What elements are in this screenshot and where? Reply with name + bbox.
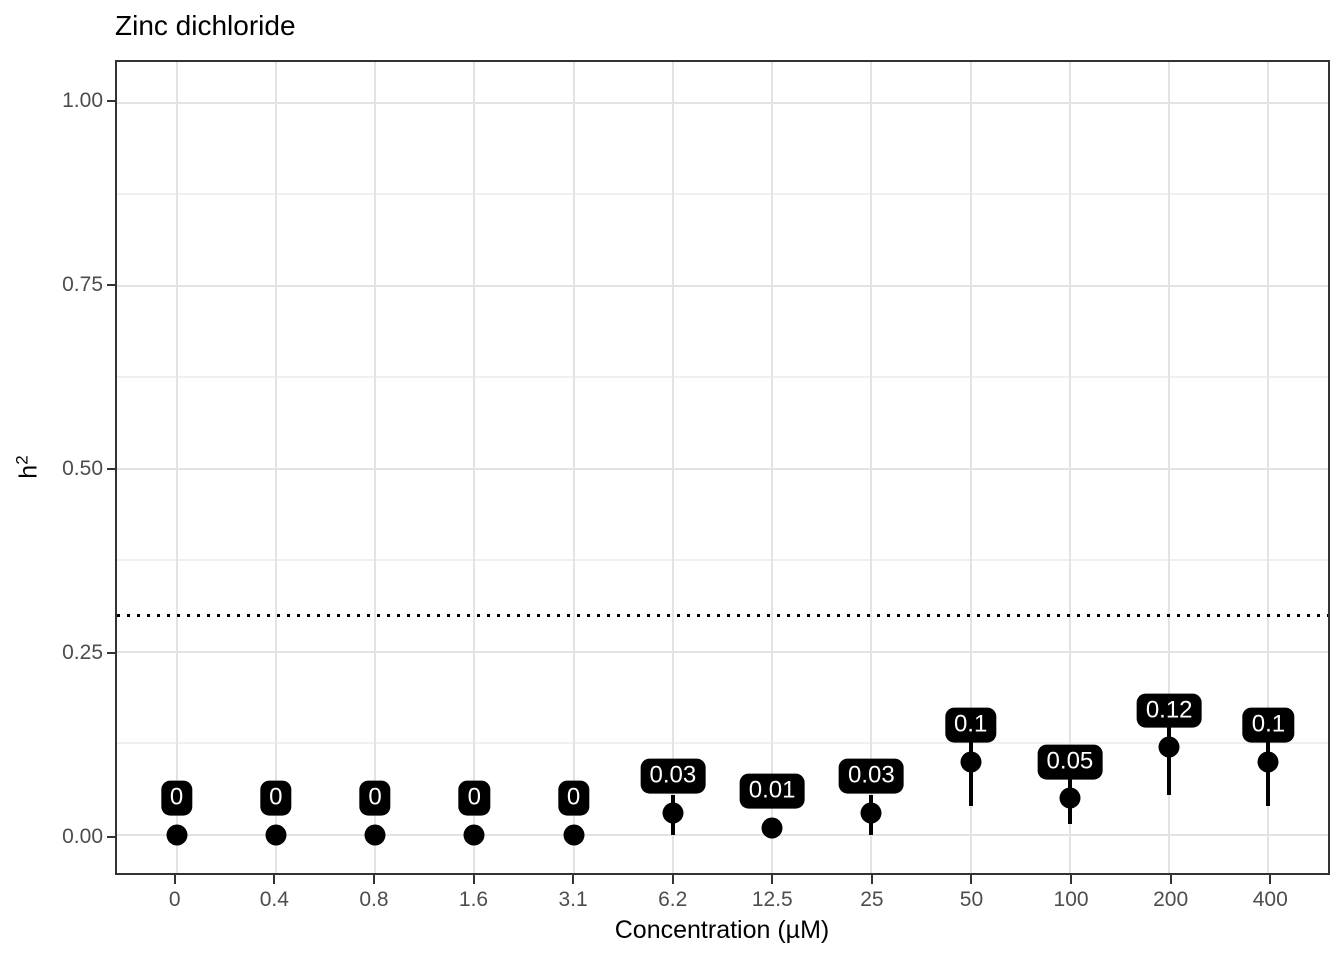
- data-point: [563, 824, 585, 846]
- y-gridline-minor: [117, 559, 1328, 562]
- y-axis-tick: [107, 100, 115, 103]
- x-gridline: [771, 62, 774, 873]
- y-gridline-minor: [117, 742, 1328, 745]
- x-axis-tick-label: 25: [860, 888, 884, 911]
- x-axis-tick-label: 0: [168, 888, 181, 911]
- x-axis-title: Concentration (µM): [614, 916, 830, 944]
- point-value-label: 0.01: [739, 773, 805, 809]
- x-axis-tick-label: 50: [959, 888, 984, 911]
- x-axis-tick-label: 0.8: [359, 888, 389, 911]
- x-gridline: [870, 62, 873, 873]
- point-value-label: 0: [260, 780, 292, 816]
- data-point: [265, 824, 287, 846]
- x-gridline: [1267, 62, 1270, 873]
- plot-title: Zinc dichloride: [115, 10, 296, 41]
- y-gridline-major: [117, 284, 1328, 287]
- point-value-label: 0.03: [640, 758, 706, 794]
- x-axis-tick-label: 1.6: [458, 888, 489, 911]
- data-point: [1059, 787, 1081, 809]
- x-axis-tick: [572, 875, 575, 884]
- x-axis-tick-label: 400: [1252, 888, 1288, 911]
- x-axis-tick: [1269, 875, 1272, 884]
- y-gridline-minor: [117, 376, 1328, 379]
- point-value-label: 0: [359, 780, 391, 816]
- x-gridline: [175, 62, 178, 873]
- x-axis-tick-label: 200: [1153, 888, 1189, 911]
- x-axis-tick: [1169, 875, 1172, 884]
- x-axis-tick-label: 3.1: [558, 888, 588, 911]
- x-axis-tick-label: 6.2: [658, 888, 688, 911]
- y-axis-tick-label: 0.75: [62, 273, 103, 297]
- point-value-label: 0.05: [1037, 744, 1103, 780]
- y-axis-tick: [107, 467, 115, 470]
- data-point: [1257, 751, 1279, 773]
- data-point: [1158, 736, 1180, 758]
- x-axis-tick-label: 100: [1053, 888, 1089, 911]
- x-gridline: [969, 62, 972, 873]
- y-axis-tick: [107, 835, 115, 838]
- x-axis-tick-label: 0.4: [259, 888, 289, 911]
- x-gridline: [572, 62, 575, 873]
- x-axis-tick: [771, 875, 774, 884]
- y-gridline-minor: [117, 193, 1328, 196]
- x-gridline: [671, 62, 674, 873]
- x-axis-tick: [671, 875, 674, 884]
- reference-line: [117, 614, 1328, 618]
- y-gridline-major: [117, 650, 1328, 653]
- point-value-label: 0: [458, 780, 491, 816]
- y-axis-tick: [107, 651, 115, 654]
- point-value-label: 0.03: [839, 758, 904, 794]
- y-axis-tick-label: 1.00: [62, 89, 103, 113]
- x-gridline: [1168, 62, 1171, 873]
- x-gridline: [274, 62, 277, 873]
- x-axis-tick: [970, 875, 973, 884]
- y-axis-tick-label: 0.25: [62, 640, 103, 664]
- data-point: [662, 802, 684, 824]
- data-point: [960, 751, 982, 773]
- x-axis-tick: [870, 875, 873, 884]
- x-axis-tick: [1070, 875, 1073, 884]
- x-axis-tick: [372, 875, 375, 884]
- x-gridline: [374, 62, 377, 873]
- x-gridline: [1068, 62, 1071, 873]
- x-axis-tick: [273, 875, 276, 884]
- point-value-label: 0.12: [1136, 693, 1202, 728]
- data-point: [761, 817, 783, 839]
- x-gridline: [473, 62, 476, 873]
- y-gridline-major: [117, 467, 1328, 470]
- x-axis-tick-label: 12.5: [751, 888, 793, 911]
- point-value-label: 0: [557, 780, 590, 816]
- y-gridline-major: [117, 101, 1328, 104]
- data-point: [860, 802, 882, 824]
- y-axis-tick-label: 0.50: [62, 456, 103, 480]
- x-axis-tick: [173, 875, 176, 884]
- x-axis-tick: [472, 875, 475, 884]
- data-point: [364, 824, 386, 846]
- point-value-label: 0.1: [944, 707, 997, 743]
- y-gridline-major: [117, 833, 1328, 836]
- data-point: [463, 824, 485, 846]
- y-axis-tick-label: 0.00: [62, 824, 103, 848]
- plot-panel: 0 0 0 0 0 0.03 0.01 0.03 0.1 0.05 0.12 0.1: [115, 60, 1330, 875]
- data-point: [166, 824, 188, 846]
- point-value-label: 0: [160, 780, 193, 816]
- y-axis-tick: [107, 284, 115, 287]
- point-value-label: 0.1: [1242, 707, 1295, 743]
